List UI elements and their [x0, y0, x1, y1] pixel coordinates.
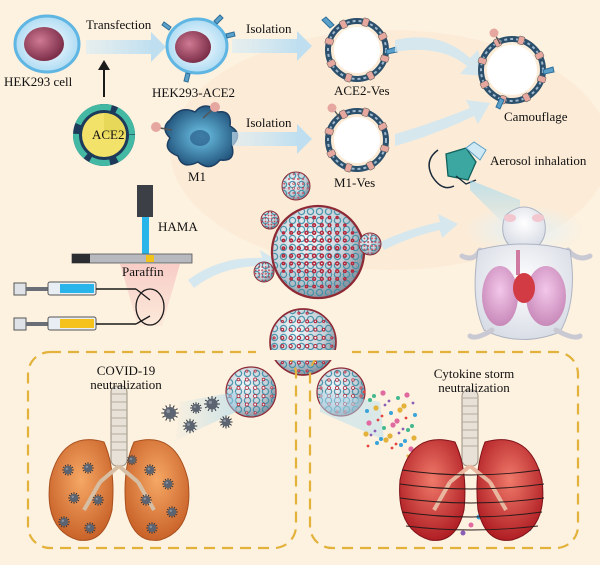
ace2-vesicle-icon	[321, 16, 398, 83]
porous-microparticle-icon	[269, 308, 337, 376]
virus-particles	[161, 396, 233, 434]
camouflage-label: Camouflage	[504, 109, 568, 124]
hama-label: HAMA	[158, 219, 198, 234]
merge-arrow-bottom	[395, 100, 490, 146]
virus-icon	[190, 402, 202, 414]
covid-neutralization-label: COVID-19 neutralization	[78, 363, 174, 393]
hek293-cell-icon	[13, 14, 81, 74]
virus-icon	[84, 522, 96, 534]
virus-icon	[126, 454, 138, 466]
syringe-icon-yellow	[13, 316, 136, 331]
virus-icon	[92, 494, 104, 506]
virus-icon	[166, 506, 178, 518]
porous-microparticle-icon	[260, 210, 280, 230]
virus-icon	[68, 492, 80, 504]
lung-virus-markers	[58, 454, 178, 534]
porous-microparticle-icon	[270, 204, 366, 300]
transfection-label: Transfection	[86, 17, 152, 32]
ace2-plasmid-icon	[73, 60, 135, 166]
virus-icon	[62, 464, 74, 476]
covid-neutralization-line1: COVID-19	[96, 363, 156, 378]
virus-icon	[162, 478, 174, 490]
ace2-plasmid-label: ACE2	[92, 127, 125, 142]
arrow-to-mouse	[380, 214, 458, 250]
ace2-ves-label: ACE2-Ves	[334, 83, 390, 98]
m1-vesicle-icon	[324, 103, 390, 173]
droplet-nozzle-icon	[135, 288, 165, 326]
spray-cone-right	[320, 392, 384, 440]
isolation-label-top: Isolation	[246, 21, 292, 36]
syringe-icon-blue	[13, 281, 136, 296]
nebulizer-mask-icon	[428, 141, 487, 189]
m1-label: M1	[188, 169, 207, 184]
mouse-icon	[459, 205, 593, 341]
virus-icon	[182, 418, 198, 434]
cytokine-panel-frame	[308, 350, 580, 550]
cytokine-neutralization-line2: neutralization	[438, 380, 510, 396]
merge-arrow-top	[395, 37, 485, 76]
virus-icon	[58, 516, 70, 528]
paraffin-label: Paraffin	[122, 264, 164, 279]
isolation-arrow-bottom	[232, 124, 312, 154]
porous-microparticle-icon	[225, 366, 277, 418]
virus-icon	[204, 396, 220, 412]
isolation-label-bottom: Isolation	[246, 115, 292, 130]
camouflage-vesicle-icon	[477, 28, 555, 110]
hama-syringe-pump	[71, 185, 193, 264]
virus-icon	[219, 415, 233, 429]
virus-icon	[82, 462, 94, 474]
generation-cone	[120, 264, 180, 326]
virus-icon	[144, 464, 156, 476]
virus-icon	[140, 494, 152, 506]
hek293-ace2-label: HEK293-ACE2	[152, 85, 236, 100]
porous-microparticle-icon	[358, 232, 382, 256]
covid-panel-frame	[26, 350, 298, 550]
covid-neutralization-line2: neutralization	[90, 377, 162, 393]
arrow-to-particles	[188, 250, 280, 288]
hek293-cell-label: HEK293 cell	[4, 74, 73, 89]
isolation-arrow-top	[232, 31, 312, 61]
porous-microparticle-icon	[281, 171, 311, 201]
porous-microparticle-icon	[253, 261, 275, 283]
cytokine-neutralization-label: Cytokine storm neutralization	[418, 366, 530, 396]
cytokine-neutralization-line1: Cytokine storm	[433, 366, 515, 381]
transfection-arrow	[86, 32, 166, 62]
m1-macrophage-icon	[151, 102, 239, 168]
lungs-icon-cytokine	[399, 389, 545, 541]
virus-icon	[161, 404, 179, 422]
virus-icon	[146, 522, 158, 534]
m1-ves-label: M1-Ves	[334, 175, 376, 190]
aerosol-inhalation-label: Aerosol inhalation	[490, 153, 587, 168]
hek293-ace2-cell-icon	[161, 14, 236, 83]
